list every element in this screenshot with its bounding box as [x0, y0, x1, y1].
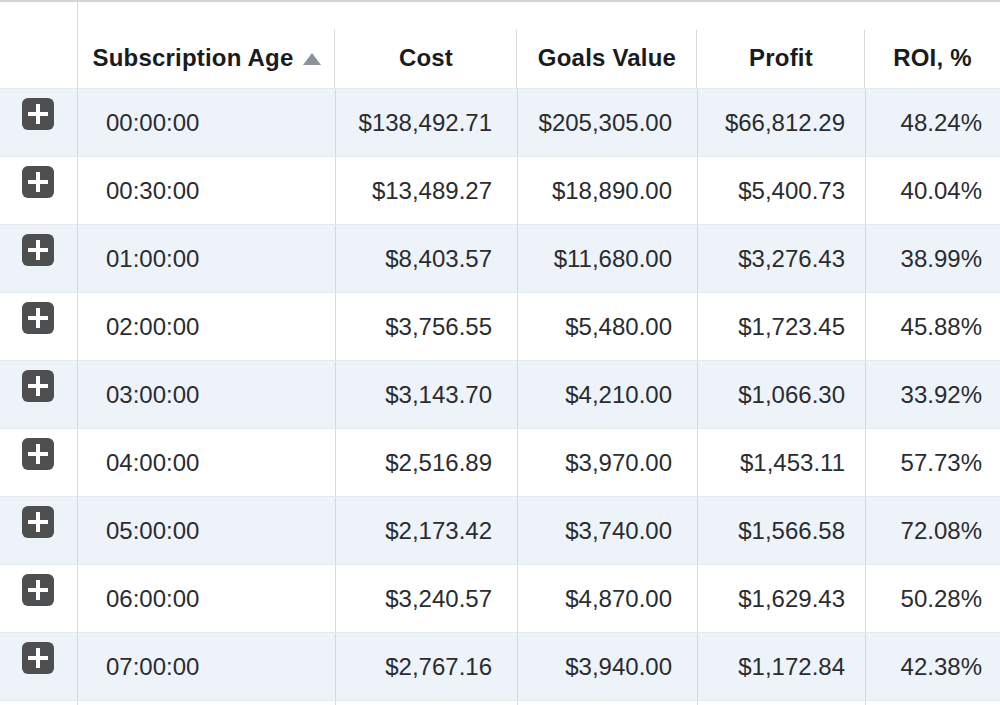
header-cost[interactable]: Cost	[335, 2, 517, 88]
cell-roi	[865, 701, 1000, 705]
header-profit[interactable]: Profit	[697, 2, 865, 88]
expand-row-button[interactable]	[22, 166, 54, 198]
expand-row-button[interactable]	[22, 642, 54, 674]
header-goals-value-label: Goals Value	[538, 44, 676, 72]
cell-roi: 50.28%	[865, 565, 1000, 632]
expand-row-button[interactable]	[22, 234, 54, 266]
cell-subscription-age: 01:00:00	[77, 225, 335, 292]
cell-cost	[335, 701, 517, 705]
cell-subscription-age: 06:00:00	[77, 565, 335, 632]
table-row: 03:00:00 $3,143.70 $4,210.00 $1,066.30 3…	[0, 360, 1000, 428]
expand-cell	[0, 497, 77, 564]
cell-goals-value: $4,870.00	[517, 565, 697, 632]
expand-cell	[0, 633, 77, 700]
table-row: 02:00:00 $3,756.55 $5,480.00 $1,723.45 4…	[0, 292, 1000, 360]
cell-profit: $3,276.43	[697, 225, 865, 292]
expand-cell	[0, 429, 77, 496]
cell-profit	[697, 701, 865, 705]
cell-subscription-age: 02:00:00	[77, 293, 335, 360]
expand-row-button[interactable]	[22, 506, 54, 538]
cell-cost: $2,516.89	[335, 429, 517, 496]
cell-roi: 72.08%	[865, 497, 1000, 564]
header-cost-label: Cost	[399, 44, 453, 72]
expand-row-button[interactable]	[22, 302, 54, 334]
table-row: 06:00:00 $3,240.57 $4,870.00 $1,629.43 5…	[0, 564, 1000, 632]
cell-cost: $3,756.55	[335, 293, 517, 360]
cell-roi: 48.24%	[865, 89, 1000, 156]
expand-cell	[0, 293, 77, 360]
header-roi[interactable]: ROI, %	[865, 2, 1000, 88]
cell-profit: $1,066.30	[697, 361, 865, 428]
cell-profit: $1,629.43	[697, 565, 865, 632]
header-roi-label: ROI, %	[893, 44, 972, 72]
cell-goals-value: $4,210.00	[517, 361, 697, 428]
cell-profit: $1,172.84	[697, 633, 865, 700]
cell-subscription-age	[77, 701, 335, 705]
expand-row-button[interactable]	[22, 574, 54, 606]
cell-cost: $13,489.27	[335, 157, 517, 224]
cell-profit: $66,812.29	[697, 89, 865, 156]
cell-cost: $2,767.16	[335, 633, 517, 700]
cell-roi: 38.99%	[865, 225, 1000, 292]
table-header-row: Subscription Age Cost Goals Value Profit…	[0, 2, 1000, 88]
cell-subscription-age: 07:00:00	[77, 633, 335, 700]
expand-cell	[0, 701, 77, 705]
cell-goals-value: $3,970.00	[517, 429, 697, 496]
table-row: 00:30:00 $13,489.27 $18,890.00 $5,400.73…	[0, 156, 1000, 224]
cell-goals-value: $3,940.00	[517, 633, 697, 700]
cell-goals-value: $3,740.00	[517, 497, 697, 564]
cell-subscription-age: 00:30:00	[77, 157, 335, 224]
cell-goals-value: $5,480.00	[517, 293, 697, 360]
expand-cell	[0, 565, 77, 632]
cell-profit: $1,453.11	[697, 429, 865, 496]
cell-goals-value: $11,680.00	[517, 225, 697, 292]
table-row: 05:00:00 $2,173.42 $3,740.00 $1,566.58 7…	[0, 496, 1000, 564]
header-subscription-age[interactable]: Subscription Age	[77, 2, 335, 88]
table-row: 07:00:00 $2,767.16 $3,940.00 $1,172.84 4…	[0, 632, 1000, 700]
cell-goals-value	[517, 701, 697, 705]
cell-cost: $3,143.70	[335, 361, 517, 428]
expand-cell	[0, 89, 77, 156]
sort-ascending-icon	[303, 53, 321, 65]
expand-cell	[0, 225, 77, 292]
cell-subscription-age: 00:00:00	[77, 89, 335, 156]
header-profit-label: Profit	[749, 44, 813, 72]
table-row-clipped	[0, 700, 1000, 705]
cell-roi: 45.88%	[865, 293, 1000, 360]
cell-cost: $2,173.42	[335, 497, 517, 564]
cell-roi: 33.92%	[865, 361, 1000, 428]
table-row: 04:00:00 $2,516.89 $3,970.00 $1,453.11 5…	[0, 428, 1000, 496]
cell-goals-value: $18,890.00	[517, 157, 697, 224]
cell-goals-value: $205,305.00	[517, 89, 697, 156]
cell-profit: $1,566.58	[697, 497, 865, 564]
data-table: Subscription Age Cost Goals Value Profit…	[0, 0, 1000, 705]
header-expand-column	[0, 2, 77, 88]
header-goals-value[interactable]: Goals Value	[517, 2, 697, 88]
cell-profit: $1,723.45	[697, 293, 865, 360]
table-row: 01:00:00 $8,403.57 $11,680.00 $3,276.43 …	[0, 224, 1000, 292]
cell-roi: 42.38%	[865, 633, 1000, 700]
cell-roi: 40.04%	[865, 157, 1000, 224]
cell-subscription-age: 05:00:00	[77, 497, 335, 564]
cell-profit: $5,400.73	[697, 157, 865, 224]
header-subscription-age-label: Subscription Age	[93, 44, 294, 72]
cell-subscription-age: 03:00:00	[77, 361, 335, 428]
cell-cost: $3,240.57	[335, 565, 517, 632]
cell-subscription-age: 04:00:00	[77, 429, 335, 496]
cell-cost: $8,403.57	[335, 225, 517, 292]
expand-cell	[0, 361, 77, 428]
expand-row-button[interactable]	[22, 370, 54, 402]
expand-row-button[interactable]	[22, 438, 54, 470]
expand-row-button[interactable]	[22, 98, 54, 130]
table-row: 00:00:00 $138,492.71 $205,305.00 $66,812…	[0, 88, 1000, 156]
expand-cell	[0, 157, 77, 224]
cell-cost: $138,492.71	[335, 89, 517, 156]
cell-roi: 57.73%	[865, 429, 1000, 496]
